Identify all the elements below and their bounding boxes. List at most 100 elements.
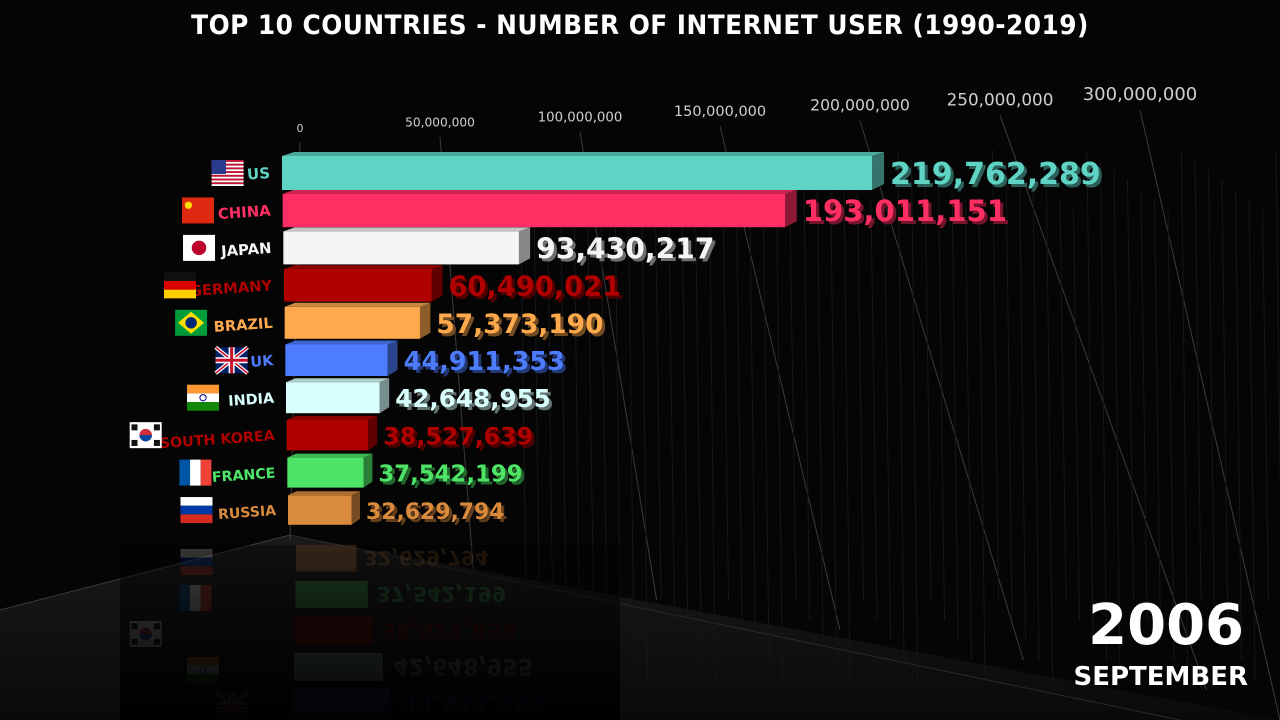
- wall-streak: [627, 159, 635, 661]
- wall-streak: [897, 149, 905, 661]
- category-label: GERMANY: [189, 277, 273, 300]
- flag-france-icon: [179, 459, 212, 486]
- wall-streak: [978, 209, 986, 681]
- wall-streak: [1127, 179, 1134, 601]
- wall-streak: [870, 199, 878, 621]
- wall-streak: [695, 209, 702, 661]
- wall-streak: [965, 199, 972, 661]
- category-label: SOUTH KOREA: [159, 428, 275, 452]
- wall-streak: [668, 189, 675, 621]
- value-label: 193,011,151: [803, 194, 1007, 228]
- wall-streak: [1167, 209, 1175, 661]
- value-label: 60,490,021: [448, 272, 621, 303]
- category-label: RUSSIA: [218, 503, 277, 523]
- x-tick-label: 50,000,000: [405, 116, 475, 130]
- value-label-shadow: 37,542,199: [381, 465, 525, 491]
- value-label: 93,430,217: [536, 232, 714, 265]
- bar-top: [286, 378, 390, 383]
- value-label: 37,542,199: [378, 462, 522, 488]
- wall-streak: [992, 149, 999, 601]
- bar-top: [285, 340, 398, 345]
- wall-streak: [1275, 149, 1280, 503]
- wall-streak: [1113, 169, 1121, 681]
- wall-streak: [1019, 169, 1026, 641]
- wall-streak: [681, 199, 689, 641]
- bar-top: [284, 265, 443, 270]
- x-axis-ticks: 0 50,000,000 100,000,000 150,000,000 200,000…: [297, 84, 1198, 135]
- wall-streak: [722, 159, 729, 601]
- x-tick-label: 200,000,000: [810, 96, 910, 115]
- wall-streak: [1100, 159, 1107, 661]
- flag-japan-icon: [183, 234, 216, 261]
- bar-side: [518, 227, 531, 265]
- wall-streak: [1235, 189, 1242, 661]
- flag-china-icon: [182, 197, 215, 224]
- wall-streak: [654, 179, 662, 601]
- wall-streak: [1154, 199, 1161, 641]
- flag-us-icon: [211, 160, 244, 186]
- value-label-shadow: 32,629,794: [369, 503, 507, 528]
- wall-streak: [1248, 199, 1256, 681]
- value-label: 44,911,353: [404, 347, 565, 377]
- wall-streak: [1181, 149, 1188, 681]
- value-label-shadow: 42,648,955: [398, 387, 554, 416]
- bar-top: [284, 302, 431, 307]
- chart-title: TOP 10 COUNTRIES - NUMBER OF INTERNET US…: [191, 10, 1089, 41]
- x-tick-label: 150,000,000: [674, 104, 766, 120]
- x-tick-label: 300,000,000: [1083, 84, 1198, 105]
- x-tick-label: 0: [297, 122, 304, 135]
- wall-streak: [587, 199, 594, 601]
- category-label: INDIA: [228, 391, 276, 410]
- bar: [284, 269, 432, 302]
- value-label-shadow: 57,373,190: [439, 312, 606, 343]
- grid-line: [1139, 109, 1280, 720]
- reflection-fade: [120, 545, 620, 720]
- wall-streak: [641, 169, 648, 681]
- value-label: 32,629,794: [366, 500, 504, 525]
- wall-streak: [1032, 179, 1040, 661]
- bar: [287, 457, 364, 488]
- wall-streak: [816, 159, 824, 641]
- x-tick-label: 100,000,000: [538, 110, 623, 125]
- wall-streak: [1059, 199, 1067, 601]
- bar-side: [419, 302, 431, 339]
- bar-top: [286, 415, 378, 420]
- wall-streak: [857, 189, 864, 601]
- bar-top: [282, 189, 797, 194]
- wall-streak: [533, 159, 540, 621]
- bar-top: [282, 152, 885, 156]
- bar-side: [431, 265, 443, 302]
- value-label-shadow: 93,430,217: [539, 235, 717, 268]
- x-tick-label: 250,000,000: [947, 89, 1054, 109]
- wall-streak: [1262, 209, 1269, 601]
- wall-streak: [1046, 189, 1053, 681]
- value-label: 219,762,289: [890, 157, 1101, 192]
- wall-streak: [1005, 159, 1013, 621]
- bar-side: [351, 491, 361, 525]
- value-label-shadow: 193,011,151: [806, 197, 1010, 231]
- bar-top: [283, 227, 531, 232]
- wall-streak: [1140, 189, 1148, 621]
- category-label: JAPAN: [220, 240, 272, 261]
- category-label: CHINA: [217, 201, 272, 223]
- bar-top: [287, 453, 373, 458]
- value-label-shadow: 60,490,021: [451, 275, 624, 306]
- value-label-shadow: 38,527,639: [386, 425, 536, 453]
- period-year: 2006: [1088, 593, 1244, 658]
- flag-south-korea-icon: [129, 422, 162, 449]
- wall-streak: [911, 159, 918, 681]
- grid-lines: [289, 109, 1280, 720]
- period-month: SEPTEMBER: [1073, 662, 1248, 692]
- wall-streak: [789, 209, 797, 601]
- bar: [286, 382, 380, 414]
- wall-streak: [1221, 179, 1229, 641]
- wall-streak: [803, 149, 810, 621]
- bar-side: [368, 415, 378, 451]
